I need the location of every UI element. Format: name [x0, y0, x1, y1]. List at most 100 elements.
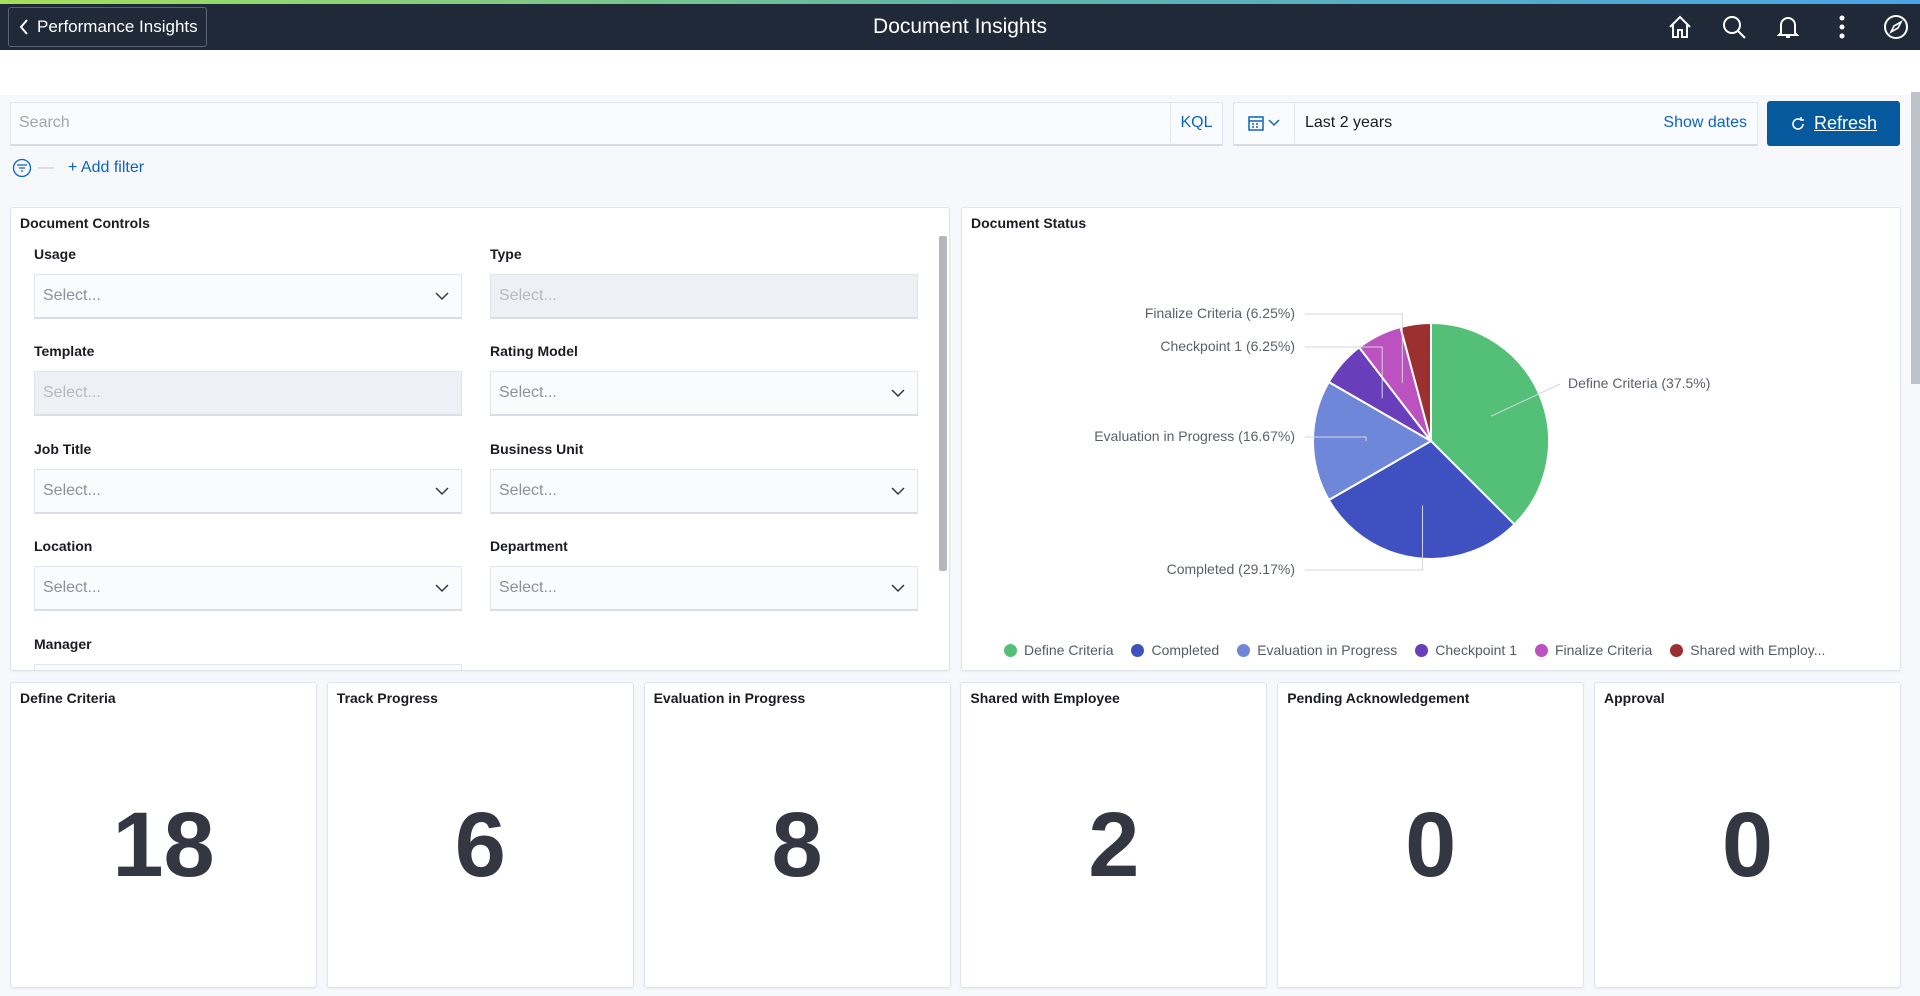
legend-item[interactable]: Checkpoint 1: [1415, 642, 1517, 658]
select-dropdown[interactable]: Select...: [490, 469, 918, 514]
label-leader-line: [1305, 436, 1367, 441]
spacer: [0, 50, 1920, 95]
search-icon[interactable]: [1720, 13, 1748, 41]
select-placeholder: Select...: [43, 384, 101, 401]
pie-slice[interactable]: [1327, 439, 1516, 560]
card-value: 0: [1721, 794, 1774, 896]
select-dropdown[interactable]: Select...: [34, 664, 462, 670]
chart-legend: Define Criteria Completed Evaluation in Pr…: [1004, 642, 1825, 658]
search-input[interactable]: [11, 103, 1171, 143]
field-label: Manager: [34, 636, 92, 652]
field-business-unit: Business Unit Select...: [490, 441, 918, 514]
search-bar: KQL: [10, 102, 1223, 146]
card-value: 0: [1405, 794, 1457, 896]
legend-item[interactable]: Shared with Employ...: [1670, 642, 1825, 658]
select-dropdown: Select...: [490, 274, 918, 319]
field-type: Type Select...: [490, 246, 918, 319]
field-manager: Manager Select...: [34, 636, 462, 670]
field-template: Template Select...: [34, 343, 462, 416]
legend-item[interactable]: Finalize Criteria: [1534, 642, 1653, 658]
legend-dot-icon: [1415, 643, 1429, 657]
card-value: 8: [771, 794, 823, 896]
legend-label: Shared with Employ...: [1690, 642, 1826, 658]
pie-data-label: Completed (29.17%): [1167, 561, 1295, 577]
legend-label: Evaluation in Progress: [1257, 642, 1398, 658]
select-placeholder: Select...: [499, 287, 557, 304]
select-placeholder: Select...: [499, 579, 557, 596]
panel-scrollbar[interactable]: [939, 236, 947, 571]
chevron-down-icon: [891, 388, 905, 397]
chevron-down-icon: [435, 583, 449, 592]
card-title: Evaluation in Progress: [653, 690, 806, 706]
chevron-down-icon: [435, 486, 449, 495]
metric-card: Evaluation in Progress 8: [643, 682, 951, 988]
card-title: Track Progress: [336, 690, 438, 706]
chevron-down-icon: [435, 291, 449, 300]
legend-label: Finalize Criteria: [1554, 642, 1653, 658]
pie-slice[interactable]: [1430, 321, 1550, 526]
select-dropdown: Select...: [34, 371, 462, 416]
refresh-icon: [1792, 116, 1804, 130]
field-label: Rating Model: [490, 343, 578, 359]
date-picker: Last 2 years Show dates: [1233, 102, 1758, 146]
document-controls-panel: Document Controls Usage Select... Type Se…: [10, 207, 950, 671]
refresh-button[interactable]: Refresh: [1767, 101, 1900, 146]
add-filter-button[interactable]: + Add filter: [68, 159, 145, 176]
panel-title: Document Status: [971, 215, 1087, 231]
field-usage: Usage Select...: [34, 246, 462, 319]
label-leader-line: [1305, 505, 1424, 571]
card-value: 2: [1088, 794, 1140, 896]
bell-icon[interactable]: [1774, 13, 1802, 41]
more-vertical-icon[interactable]: [1828, 13, 1856, 41]
chevron-down-icon: [1268, 119, 1280, 127]
legend-item[interactable]: Completed: [1131, 642, 1219, 658]
pie-chart: Define Criteria (37.5%) Completed (29.17%…: [1094, 305, 1710, 577]
app-header: Performance Insights Document Insights: [0, 4, 1920, 50]
legend-dot-icon: [1004, 643, 1017, 657]
select-placeholder: Select...: [43, 579, 101, 596]
field-rating-model: Rating Model Select...: [490, 343, 918, 416]
field-department: Department Select...: [490, 538, 918, 611]
select-dropdown[interactable]: Select...: [34, 566, 462, 611]
select-placeholder: Select...: [499, 482, 557, 499]
card-title: Shared with Employee: [970, 690, 1120, 706]
field-location: Location Select...: [34, 538, 462, 611]
back-button[interactable]: Performance Insights: [8, 7, 207, 47]
home-icon[interactable]: [1666, 13, 1694, 41]
metric-card: Define Criteria 18: [10, 682, 317, 988]
pie-slice[interactable]: [1312, 380, 1434, 502]
page-title: Document Insights: [873, 15, 1047, 38]
page-scrollbar[interactable]: [1911, 92, 1920, 384]
select-dropdown[interactable]: Select...: [34, 469, 462, 514]
calendar-dropdown-button[interactable]: [1234, 103, 1295, 143]
select-placeholder: Select...: [499, 384, 557, 401]
select-placeholder: Select...: [43, 287, 101, 304]
select-dropdown[interactable]: Select...: [490, 371, 918, 416]
filter-separator: —: [38, 159, 54, 176]
select-dropdown[interactable]: Select...: [490, 566, 918, 611]
card-title: Pending Acknowledgement: [1287, 690, 1470, 706]
select-placeholder: Select...: [43, 482, 101, 499]
filter-icon[interactable]: [12, 158, 32, 178]
field-label: Template: [34, 343, 95, 359]
legend-item[interactable]: Define Criteria: [1004, 642, 1113, 658]
document-status-panel: Document Status Define Criteria (37.5%) C…: [961, 207, 1901, 671]
field-label: Department: [490, 538, 568, 554]
pie-data-label: Finalize Criteria (6.25%): [1145, 305, 1295, 321]
kql-button[interactable]: KQL: [1170, 103, 1222, 143]
pie-data-label: Checkpoint 1 (6.25%): [1160, 338, 1295, 354]
date-range-value[interactable]: Last 2 years: [1305, 114, 1393, 131]
select-dropdown[interactable]: Select...: [34, 274, 462, 319]
legend-dot-icon: [1670, 643, 1684, 657]
filter-bar: — + Add filter: [12, 158, 144, 178]
card-title: Define Criteria: [20, 690, 116, 706]
panel-title: Document Controls: [20, 215, 150, 231]
legend-item[interactable]: Evaluation in Progress: [1237, 642, 1397, 658]
field-job-title: Job Title Select...: [34, 441, 462, 514]
label-leader-line: [1490, 383, 1561, 417]
pie-slice[interactable]: [1399, 321, 1432, 442]
show-dates-link[interactable]: Show dates: [1663, 114, 1747, 131]
legend-label: Completed: [1151, 642, 1220, 658]
legend-label: Define Criteria: [1024, 642, 1114, 658]
compass-icon[interactable]: [1882, 13, 1910, 41]
